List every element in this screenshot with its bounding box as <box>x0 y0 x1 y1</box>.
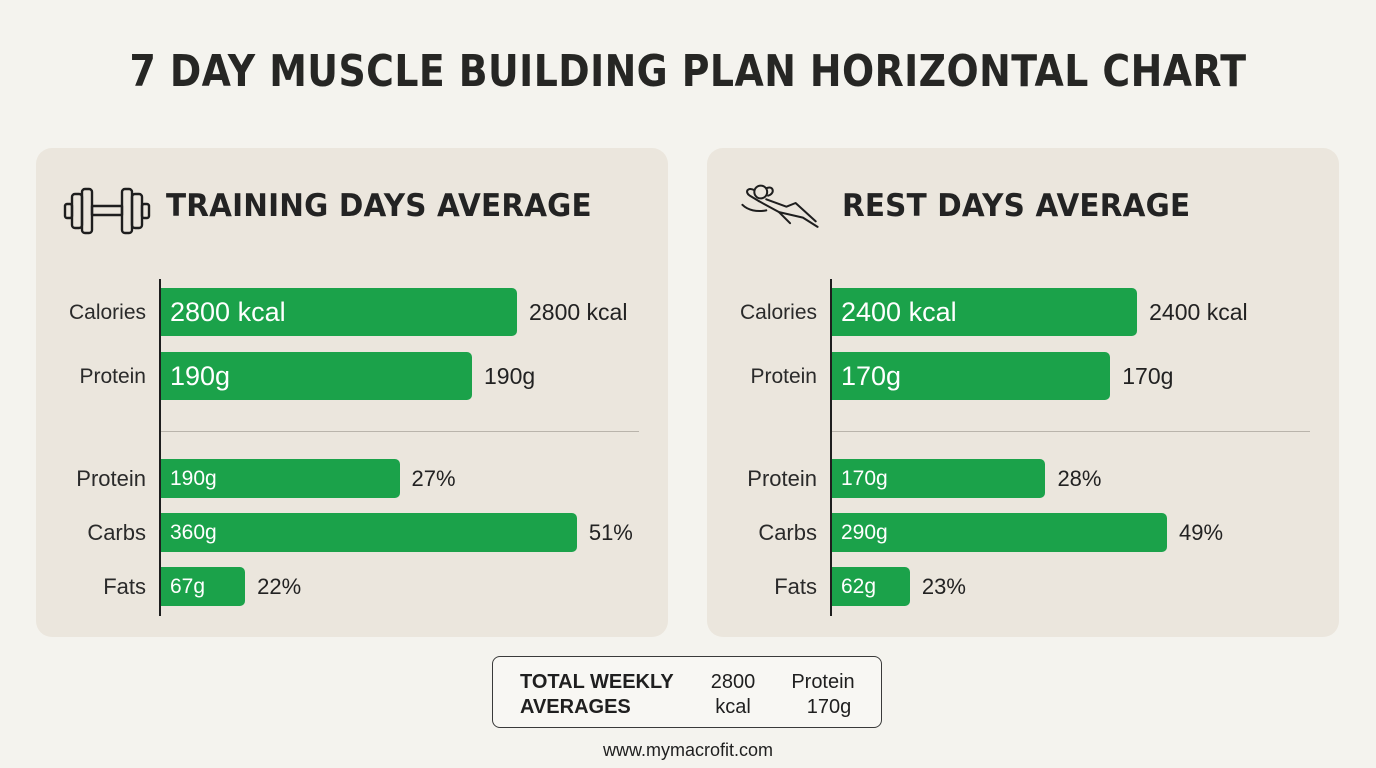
bar-end-label: 51% <box>588 520 633 545</box>
summary-protein: Protein 170g <box>783 670 863 720</box>
bar-inner-label: 360g <box>170 521 217 544</box>
footer-url: www.mymacrofit.com <box>602 740 773 760</box>
bar-inner-label: 62g <box>841 575 877 598</box>
bar: 2400 kcal <box>832 288 1138 336</box>
bar-inner-label: 190g <box>170 467 217 490</box>
training-days-panel: TRAINING DAYS AVERAGE Calories 2800 kcal 2… <box>36 148 668 637</box>
bar: 67g <box>161 567 246 606</box>
category-label: Fats <box>774 574 817 599</box>
bar: 62g <box>832 567 910 606</box>
summary-calories-unit: kcal <box>715 696 751 718</box>
bar: 170g <box>832 352 1111 400</box>
bar-inner-label: 170g <box>841 361 902 391</box>
category-label: Carbs <box>87 520 146 545</box>
bar-end-label: 2400 kcal <box>1149 299 1248 325</box>
group-divider <box>832 431 1310 432</box>
bar-inner-label: 2800 kcal <box>170 297 286 327</box>
bar: 190g <box>161 352 472 400</box>
bar-end-label: 23% <box>921 574 966 599</box>
weekly-summary-box: TOTAL WEEKLY AVERAGES 2800 kcal Protein … <box>492 656 882 728</box>
category-label: Protein <box>79 365 146 388</box>
summary-calories-value: 2800 <box>710 671 756 693</box>
bar: 190g <box>161 459 400 498</box>
relaxing-person-icon <box>741 184 819 228</box>
training-panel-title: TRAINING DAYS AVERAGE <box>166 188 592 224</box>
bar-end-label: 27% <box>411 466 456 491</box>
category-label: Calories <box>68 301 146 324</box>
category-label: Protein <box>747 466 817 491</box>
bar: 2800 kcal <box>161 288 517 336</box>
bar-end-label: 49% <box>1178 520 1224 545</box>
page-title: 7 DAY MUSCLE BUILDING PLAN HORIZONTAL CH… <box>129 46 1247 97</box>
summary-calories: 2800 kcal <box>698 670 768 720</box>
bar-inner-label: 170g <box>841 467 888 490</box>
bar: 360g <box>161 513 577 552</box>
dumbbell-icon <box>63 187 151 235</box>
group-divider <box>161 431 639 432</box>
chart-axis <box>830 279 832 616</box>
rest-panel-title: REST DAYS AVERAGE <box>842 188 1191 224</box>
category-label: Carbs <box>758 520 817 545</box>
bar-end-label: 2800 kcal <box>529 299 628 325</box>
bar-inner-label: 2400 kcal <box>841 297 957 327</box>
summary-protein-label: Protein <box>791 671 855 693</box>
summary-label-line1: TOTAL WEEKLY <box>520 671 674 693</box>
bar-inner-label: 290g <box>841 521 888 544</box>
category-label: Calories <box>739 301 817 324</box>
category-label: Fats <box>103 574 146 599</box>
summary-label: TOTAL WEEKLY AVERAGES <box>520 670 674 720</box>
category-label: Protein <box>750 365 817 388</box>
category-label: Protein <box>76 466 146 491</box>
bar-end-label: 28% <box>1057 466 1102 491</box>
summary-protein-value: 170g <box>806 696 852 718</box>
bar: 170g <box>832 459 1046 498</box>
rest-days-panel: REST DAYS AVERAGE Calories 2400 kcal 2400 … <box>707 148 1339 637</box>
chart-axis <box>159 279 161 616</box>
bar-end-label: 22% <box>257 574 302 599</box>
summary-label-line2: AVERAGES <box>520 696 631 718</box>
bar-end-label: 190g <box>484 363 536 389</box>
bar: 290g <box>832 513 1167 552</box>
bar-inner-label: 67g <box>170 575 206 598</box>
bar-inner-label: 190g <box>170 361 231 391</box>
bar-end-label: 170g <box>1122 363 1174 389</box>
